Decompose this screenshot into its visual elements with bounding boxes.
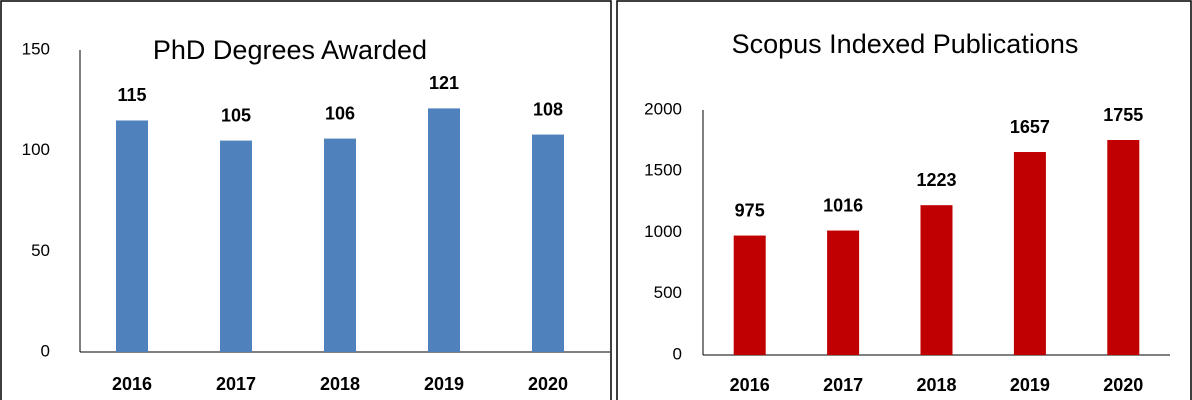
chart-title: Scopus Indexed Publications: [732, 29, 1079, 59]
x-tick-label: 2020: [1103, 375, 1143, 395]
bar: [1107, 140, 1140, 355]
y-tick-label: 1000: [644, 222, 682, 241]
y-tick-label: 1500: [644, 161, 682, 180]
y-tick-label: 100: [22, 140, 50, 159]
bar: [324, 138, 356, 352]
data-label: 121: [429, 73, 459, 93]
bar: [220, 140, 252, 352]
y-tick-label: 0: [673, 344, 682, 363]
chart-title: PhD Degrees Awarded: [153, 35, 427, 65]
y-tick-label: 500: [654, 283, 682, 302]
bar: [733, 235, 766, 355]
y-tick-label: 50: [31, 241, 50, 260]
data-label: 115: [117, 85, 146, 105]
data-label: 975: [735, 200, 765, 220]
y-tick-label: 0: [41, 341, 50, 360]
bar: [116, 120, 148, 352]
data-label: 1755: [1103, 105, 1143, 125]
x-tick-label: 2017: [823, 375, 863, 395]
data-label: 1016: [823, 195, 863, 215]
bar: [532, 134, 564, 352]
x-tick-label: 2016: [730, 375, 770, 395]
x-tick-label: 2018: [916, 375, 956, 395]
x-tick-label: 2019: [1010, 375, 1050, 395]
x-tick-label: 2016: [112, 374, 152, 394]
bar: [920, 205, 953, 355]
x-tick-label: 2018: [320, 374, 360, 394]
y-tick-label: 2000: [644, 99, 682, 118]
data-label: 106: [325, 103, 355, 123]
panel-border: [0, 0, 612, 400]
data-label: 1657: [1010, 117, 1050, 137]
x-tick-label: 2017: [216, 374, 256, 394]
x-tick-label: 2019: [424, 374, 464, 394]
data-label: 105: [221, 105, 251, 125]
data-label: 108: [533, 99, 563, 119]
panel-border: [616, 0, 1192, 400]
data-label: 1223: [916, 170, 956, 190]
y-tick-label: 150: [22, 39, 50, 58]
x-tick-label: 2020: [528, 374, 568, 394]
bar: [1013, 152, 1046, 355]
bar: [827, 230, 860, 355]
bar: [428, 108, 460, 353]
